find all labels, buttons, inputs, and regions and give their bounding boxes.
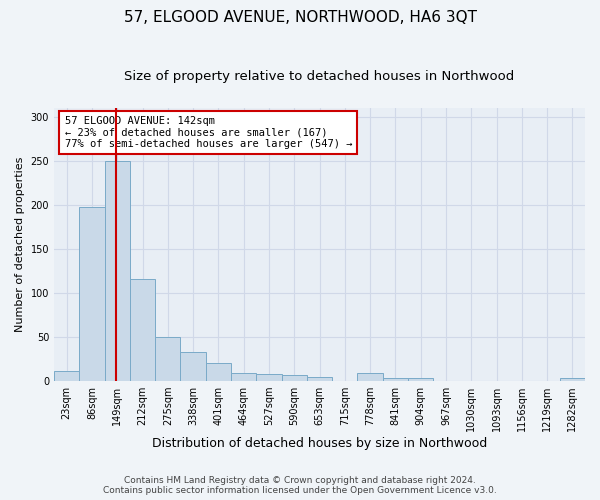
Text: Contains HM Land Registry data © Crown copyright and database right 2024.
Contai: Contains HM Land Registry data © Crown c…	[103, 476, 497, 495]
X-axis label: Distribution of detached houses by size in Northwood: Distribution of detached houses by size …	[152, 437, 487, 450]
Bar	[358, 373, 383, 381]
Bar	[181, 352, 206, 381]
Bar	[104, 160, 130, 381]
Bar	[231, 373, 256, 381]
Text: 57 ELGOOD AVENUE: 142sqm
← 23% of detached houses are smaller (167)
77% of semi-: 57 ELGOOD AVENUE: 142sqm ← 23% of detach…	[65, 116, 352, 149]
Bar	[206, 362, 231, 381]
Bar	[256, 374, 281, 381]
Bar	[383, 378, 408, 381]
Bar	[54, 372, 79, 381]
Text: 57, ELGOOD AVENUE, NORTHWOOD, HA6 3QT: 57, ELGOOD AVENUE, NORTHWOOD, HA6 3QT	[124, 10, 476, 25]
Y-axis label: Number of detached properties: Number of detached properties	[15, 156, 25, 332]
Bar	[79, 208, 104, 381]
Bar	[560, 378, 585, 381]
Title: Size of property relative to detached houses in Northwood: Size of property relative to detached ho…	[124, 70, 515, 83]
Bar	[130, 279, 155, 381]
Bar	[408, 378, 433, 381]
Bar	[281, 375, 307, 381]
Bar	[155, 337, 181, 381]
Bar	[307, 376, 332, 381]
